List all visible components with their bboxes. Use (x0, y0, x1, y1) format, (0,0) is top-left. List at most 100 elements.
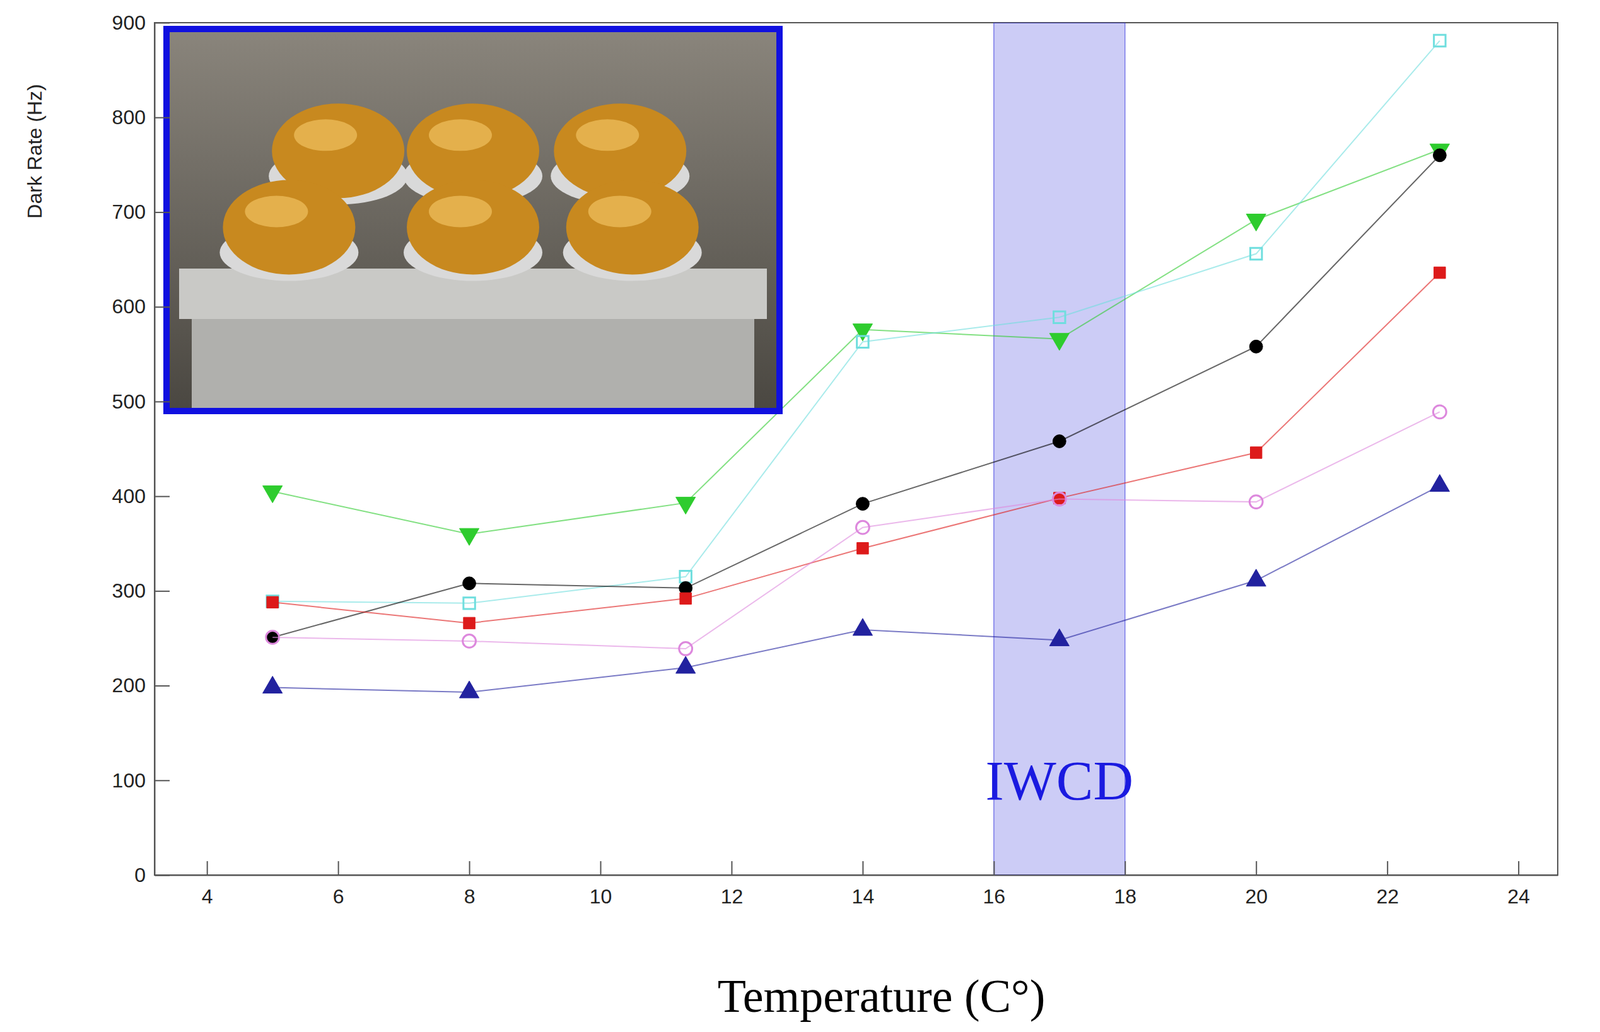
y-tick-mark (154, 780, 170, 782)
x-tick: 20 (1244, 861, 1268, 909)
y-tick-label: 200 (112, 674, 146, 697)
series-line (272, 411, 1440, 649)
x-tick-mark (338, 861, 340, 876)
data-point (1434, 34, 1446, 47)
x-tick-mark (993, 861, 995, 876)
x-tick-label: 4 (201, 885, 214, 909)
y-tick: 400 (112, 484, 170, 508)
shaded-region-label: IWCD (985, 750, 1134, 812)
data-point (266, 596, 279, 608)
y-axis-title: Dark Rate (Hz) (23, 83, 47, 219)
data-point (679, 571, 692, 583)
x-tick-mark (469, 861, 471, 876)
x-tick-label: 14 (852, 885, 875, 909)
x-tick-mark (206, 861, 209, 876)
data-point (679, 592, 692, 605)
x-tick-label: 16 (983, 885, 1006, 909)
x-tick-mark (730, 861, 733, 876)
x-tick: 16 (983, 861, 1006, 909)
shaded-region (993, 22, 1126, 876)
series-line (272, 486, 1440, 693)
inset-photo (166, 29, 780, 412)
data-point (262, 676, 283, 694)
data-point (857, 336, 869, 348)
x-tick-label: 22 (1376, 885, 1399, 909)
data-point (1250, 447, 1262, 459)
y-tick-label: 500 (112, 390, 146, 414)
data-point (1246, 569, 1266, 587)
data-point (459, 528, 479, 546)
y-tick-mark (154, 401, 170, 403)
inset-tube (428, 119, 492, 151)
inset-tube (244, 196, 308, 228)
data-point (1432, 405, 1447, 419)
inset-tube (222, 180, 356, 275)
y-tick-label: 600 (112, 295, 146, 318)
x-tick: 6 (332, 861, 345, 909)
data-point (1249, 339, 1263, 354)
y-tick: 900 (112, 11, 170, 35)
inset-tube (588, 196, 652, 228)
x-tick-label: 6 (332, 885, 345, 909)
y-tick-mark (154, 211, 170, 214)
x-tick: 22 (1376, 861, 1399, 909)
y-tick-mark (154, 117, 170, 119)
y-tick: 0 (134, 864, 170, 887)
data-point (857, 543, 869, 555)
y-tick-label: 700 (112, 200, 146, 224)
inset-tube (293, 119, 357, 151)
x-tick: 8 (464, 861, 476, 909)
x-tick-label: 24 (1507, 885, 1530, 909)
x-tick: 18 (1113, 861, 1137, 909)
data-point (679, 642, 693, 656)
data-point (459, 681, 479, 699)
data-point (1049, 333, 1069, 351)
inset-tube (428, 196, 492, 228)
x-axis: 4 6 8 10 12 14 16 18 20 22 24 (155, 861, 1559, 909)
x-tick-mark (1124, 861, 1126, 876)
inset-tube (406, 180, 540, 275)
y-tick-mark (154, 685, 170, 687)
inset-tube (566, 180, 699, 275)
data-point (1429, 474, 1450, 492)
data-point (462, 635, 477, 649)
x-axis-line (155, 875, 1559, 877)
y-tick: 100 (112, 769, 170, 793)
x-tick: 4 (201, 861, 214, 909)
plot-frame (154, 22, 1558, 876)
x-tick-label: 20 (1244, 885, 1268, 909)
data-point (852, 618, 873, 636)
data-point (1249, 495, 1263, 509)
y-tick-mark (154, 306, 170, 308)
data-point (1049, 628, 1069, 646)
data-point (676, 656, 696, 674)
inset-background (166, 29, 780, 412)
inset-stand (191, 319, 755, 412)
x-tick: 24 (1507, 861, 1530, 909)
y-tick-mark (154, 590, 170, 593)
inset-border (166, 29, 780, 412)
data-point (855, 520, 870, 535)
x-tick-label: 10 (589, 885, 613, 909)
x-tick: 10 (589, 861, 613, 909)
data-point (463, 597, 475, 610)
data-point (1053, 311, 1066, 323)
y-tick-label: 300 (112, 579, 146, 603)
y-tick-label: 0 (134, 864, 146, 887)
x-tick: 12 (720, 861, 744, 909)
inset-tube (575, 119, 639, 151)
x-tick-label: 8 (464, 885, 476, 909)
x-axis-title: Temperature (C°) (717, 970, 1046, 1023)
data-point (266, 631, 280, 645)
y-tick-mark (154, 875, 170, 877)
x-tick-mark (1386, 861, 1389, 876)
x-tick: 14 (852, 861, 875, 909)
x-tick-mark (1518, 861, 1520, 876)
y-tick: 800 (112, 105, 170, 129)
x-tick-mark (600, 861, 602, 876)
x-tick-mark (1255, 861, 1257, 876)
data-point (462, 577, 477, 591)
data-point (1052, 435, 1066, 449)
y-tick: 500 (112, 390, 170, 414)
x-tick-label: 12 (720, 885, 744, 909)
